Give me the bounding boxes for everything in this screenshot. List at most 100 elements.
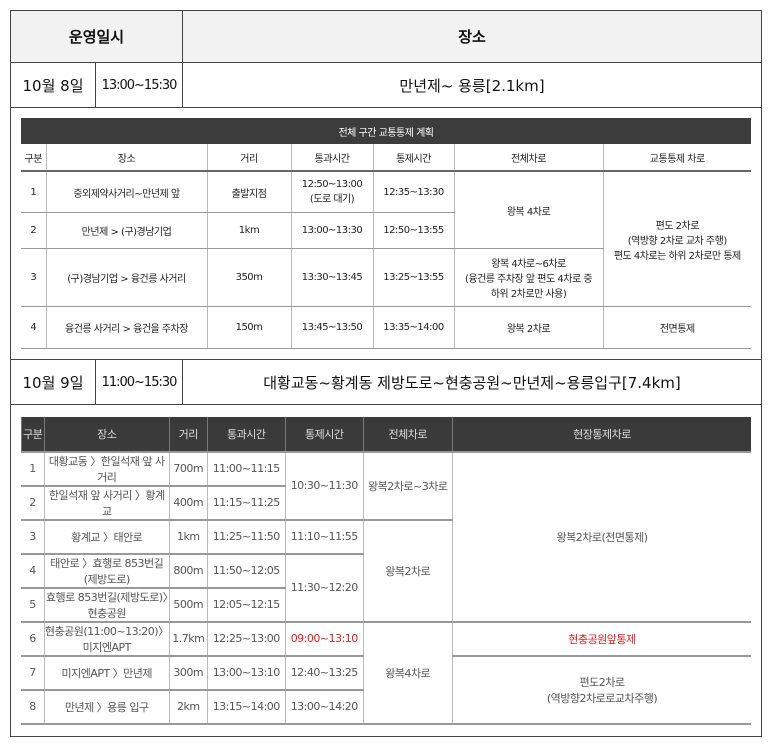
row-control-time: 13:35~14:00 xyxy=(372,306,454,349)
table-title: 전체 구간 교통통제 계획 xyxy=(21,118,751,145)
table-row: 7 미지엔APT 〉만년제 300m 13:00~13:10 12:40~13:… xyxy=(21,655,752,725)
lanes-cell: 왕복4차로 xyxy=(362,621,453,725)
row-pass-time: 12:25~13:00 xyxy=(206,621,286,657)
day2-time: 11:00~15:30 xyxy=(95,359,183,405)
schedule-table: 운영일시 장소 10월 8일 13:00~15:30 만년제~ 용릉[2.1km… xyxy=(10,10,762,737)
table-row: 2 만년제 > (구)경남기업 1km 13:00~13:30 12:50~13… xyxy=(21,212,751,249)
pass-time: 12:50~13:00 xyxy=(301,179,363,190)
row-no: 2 xyxy=(21,212,46,249)
row-place: 대황교동 〉한일석재 앞 사거리 xyxy=(43,451,170,487)
row-distance: 700m xyxy=(168,451,208,487)
row-no: 5 xyxy=(21,587,45,623)
row-pass-time: 12:05~12:15 xyxy=(206,587,286,623)
lanes-line: 왕복 4차로~6차로 xyxy=(491,258,566,270)
table-row: 1 대황교동 〉한일석재 앞 사거리 700m 11:00~11:15 10:3… xyxy=(21,451,752,623)
lanes-line: 하위 2차로만 사용) xyxy=(490,288,567,300)
row-place: 중외제약사거리~만년제 앞 xyxy=(45,171,207,213)
row-pass-time: 11:00~11:15 xyxy=(206,451,286,487)
table-row: 5 효행로 853번길(제방도로)〉현충공원 500m 12:05~12:15 xyxy=(21,587,751,623)
day1-time: 13:00~15:30 xyxy=(95,62,183,108)
control-lanes-cell: 전면통제 xyxy=(602,306,751,349)
row-place: 황계교 〉태안로 xyxy=(43,519,170,555)
date-header: 운영일시 xyxy=(10,10,183,63)
row-no: 3 xyxy=(21,519,45,555)
row-no: 1 xyxy=(21,451,45,487)
row-no: 4 xyxy=(21,306,46,349)
row-place: 융건릉 사거리 > 융건을 주차장 xyxy=(45,306,207,349)
row-pass-time: 13:30~13:45 xyxy=(290,248,373,307)
table-row: 3 (구)경남기업 > 융건릉 사거리 350m 13:30~13:45 13:… xyxy=(21,248,751,307)
day2-date: 10월 9일 xyxy=(10,359,96,405)
row-no: 2 xyxy=(21,485,45,521)
row-place: 한일석재 앞 사거리 〉황계교 xyxy=(43,485,170,521)
col-header: 교통통제 차로 xyxy=(602,144,751,173)
table-row: 8 만년제 〉용릉 입구 2km 13:15~14:00 13:00~14:20 xyxy=(21,689,751,725)
row-distance: 1.7km xyxy=(168,621,208,657)
control-line: 편도 4차로는 하위 2차로만 통제 xyxy=(613,250,741,262)
table-row: 6 현충공원(11:00~13:20)〉미지엔APT 1.7km 12:25~1… xyxy=(21,621,752,725)
control-lanes-cell: 편도2차로 (역방향2차로로교차주행) xyxy=(451,655,752,725)
col-header: 장소 xyxy=(43,416,170,453)
row-pass-time: 11:15~11:25 xyxy=(206,485,286,521)
row-distance: 출발지점 xyxy=(206,171,291,213)
col-header: 현장통제차로 xyxy=(451,416,752,453)
row-distance: 400m xyxy=(168,485,208,521)
row-pass-time: 13:00~13:10 xyxy=(206,655,286,691)
row-control-time: 12:40~13:25 xyxy=(284,655,364,691)
table-row: 2 한일석재 앞 사거리 〉황계교 400m 11:15~11:25 xyxy=(21,485,751,521)
day2-route: 대황교동~황계동 제방도로~현충공원~만년제~용릉입구[7.4km] xyxy=(182,359,762,405)
row-distance: 800m xyxy=(168,553,208,589)
row-control-time: 11:30~12:20 xyxy=(284,553,364,623)
row-distance: 150m xyxy=(206,306,291,349)
lanes-cell: 왕복2차로~3차로 xyxy=(362,451,453,521)
row-place: 만년제 > (구)경남기업 xyxy=(45,212,207,249)
row-place: 효행로 853번길(제방도로)〉현충공원 xyxy=(43,587,170,623)
row-no: 6 xyxy=(21,621,45,657)
day1-control-plan: 전체 구간 교통통제 계획 구분 장소 거리 통과시간 통제시간 전체차로 교통… xyxy=(10,107,762,360)
control-lanes-cell: 왕복2차로(전면통제) xyxy=(451,451,752,623)
table-row: 1 중외제약사거리~만년제 앞 출발지점 12:50~13:00 (도로 대기) … xyxy=(21,171,751,307)
row-distance: 350m xyxy=(206,248,291,307)
row-control-time-highlight: 09:00~13:10 xyxy=(284,621,364,657)
row-place: 현충공원(11:00~13:20)〉미지엔APT xyxy=(43,621,170,657)
day2-traffic-table: 구분 장소 거리 통과시간 통제시간 전체차로 현장통제차로 1 대황교동 〉한… xyxy=(20,416,752,725)
row-distance: 1km xyxy=(206,212,291,249)
col-header: 통과시간 xyxy=(206,416,286,453)
row-place: 미지엔APT 〉만년제 xyxy=(43,655,170,691)
row-pass-time: 11:25~11:50 xyxy=(206,519,286,555)
control-line: (역방향2차로로교차주행) xyxy=(546,691,658,705)
day1-traffic-table: 전체 구간 교통통제 계획 구분 장소 거리 통과시간 통제시간 전체차로 교통… xyxy=(21,118,751,349)
lanes-cell: 왕복 2차로 xyxy=(453,306,603,349)
col-header: 거리 xyxy=(206,144,291,173)
day2-control-plan: 구분 장소 거리 통과시간 통제시간 전체차로 현장통제차로 1 대황교동 〉한… xyxy=(10,404,762,737)
lanes-line: (융건릉 주차장 앞 편도 4차로 중 xyxy=(464,273,593,285)
col-header: 통제시간 xyxy=(372,144,454,173)
row-control-time: 10:30~11:30 xyxy=(284,451,364,521)
row-control-time: 11:10~11:55 xyxy=(284,519,364,555)
row-distance: 300m xyxy=(168,655,208,691)
table-row: 3 황계교 〉태안로 1km 11:25~11:50 11:10~11:55 왕… xyxy=(21,519,751,623)
control-line: 편도2차로 xyxy=(579,675,625,689)
col-header: 전체차로 xyxy=(362,416,453,453)
col-header: 구분 xyxy=(21,144,46,173)
col-header: 전체차로 xyxy=(453,144,603,173)
row-place: (구)경남기업 > 융건릉 사거리 xyxy=(45,248,207,307)
col-header: 장소 xyxy=(45,144,207,173)
row-pass-time: 12:50~13:00 (도로 대기) xyxy=(290,171,373,213)
place-header: 장소 xyxy=(182,10,762,63)
row-no: 7 xyxy=(21,655,45,691)
row-control-time: 13:00~14:20 xyxy=(284,689,364,725)
row-no: 1 xyxy=(21,171,46,213)
row-pass-time: 13:45~13:50 xyxy=(290,306,373,349)
row-control-time: 13:25~13:55 xyxy=(372,248,454,307)
row-pass-time: 13:15~14:00 xyxy=(206,689,286,725)
col-header: 구분 xyxy=(20,416,45,453)
row-distance: 500m xyxy=(168,587,208,623)
row-place: 태안로 〉효행로 853번길(제방도로) xyxy=(43,553,170,589)
col-header: 통제시간 xyxy=(284,416,364,453)
control-lanes-highlight: 현충공원앞통제 xyxy=(451,621,752,657)
row-distance: 1km xyxy=(168,519,208,555)
pass-note: (도로 대기) xyxy=(309,194,355,205)
row-distance: 2km xyxy=(168,689,208,725)
